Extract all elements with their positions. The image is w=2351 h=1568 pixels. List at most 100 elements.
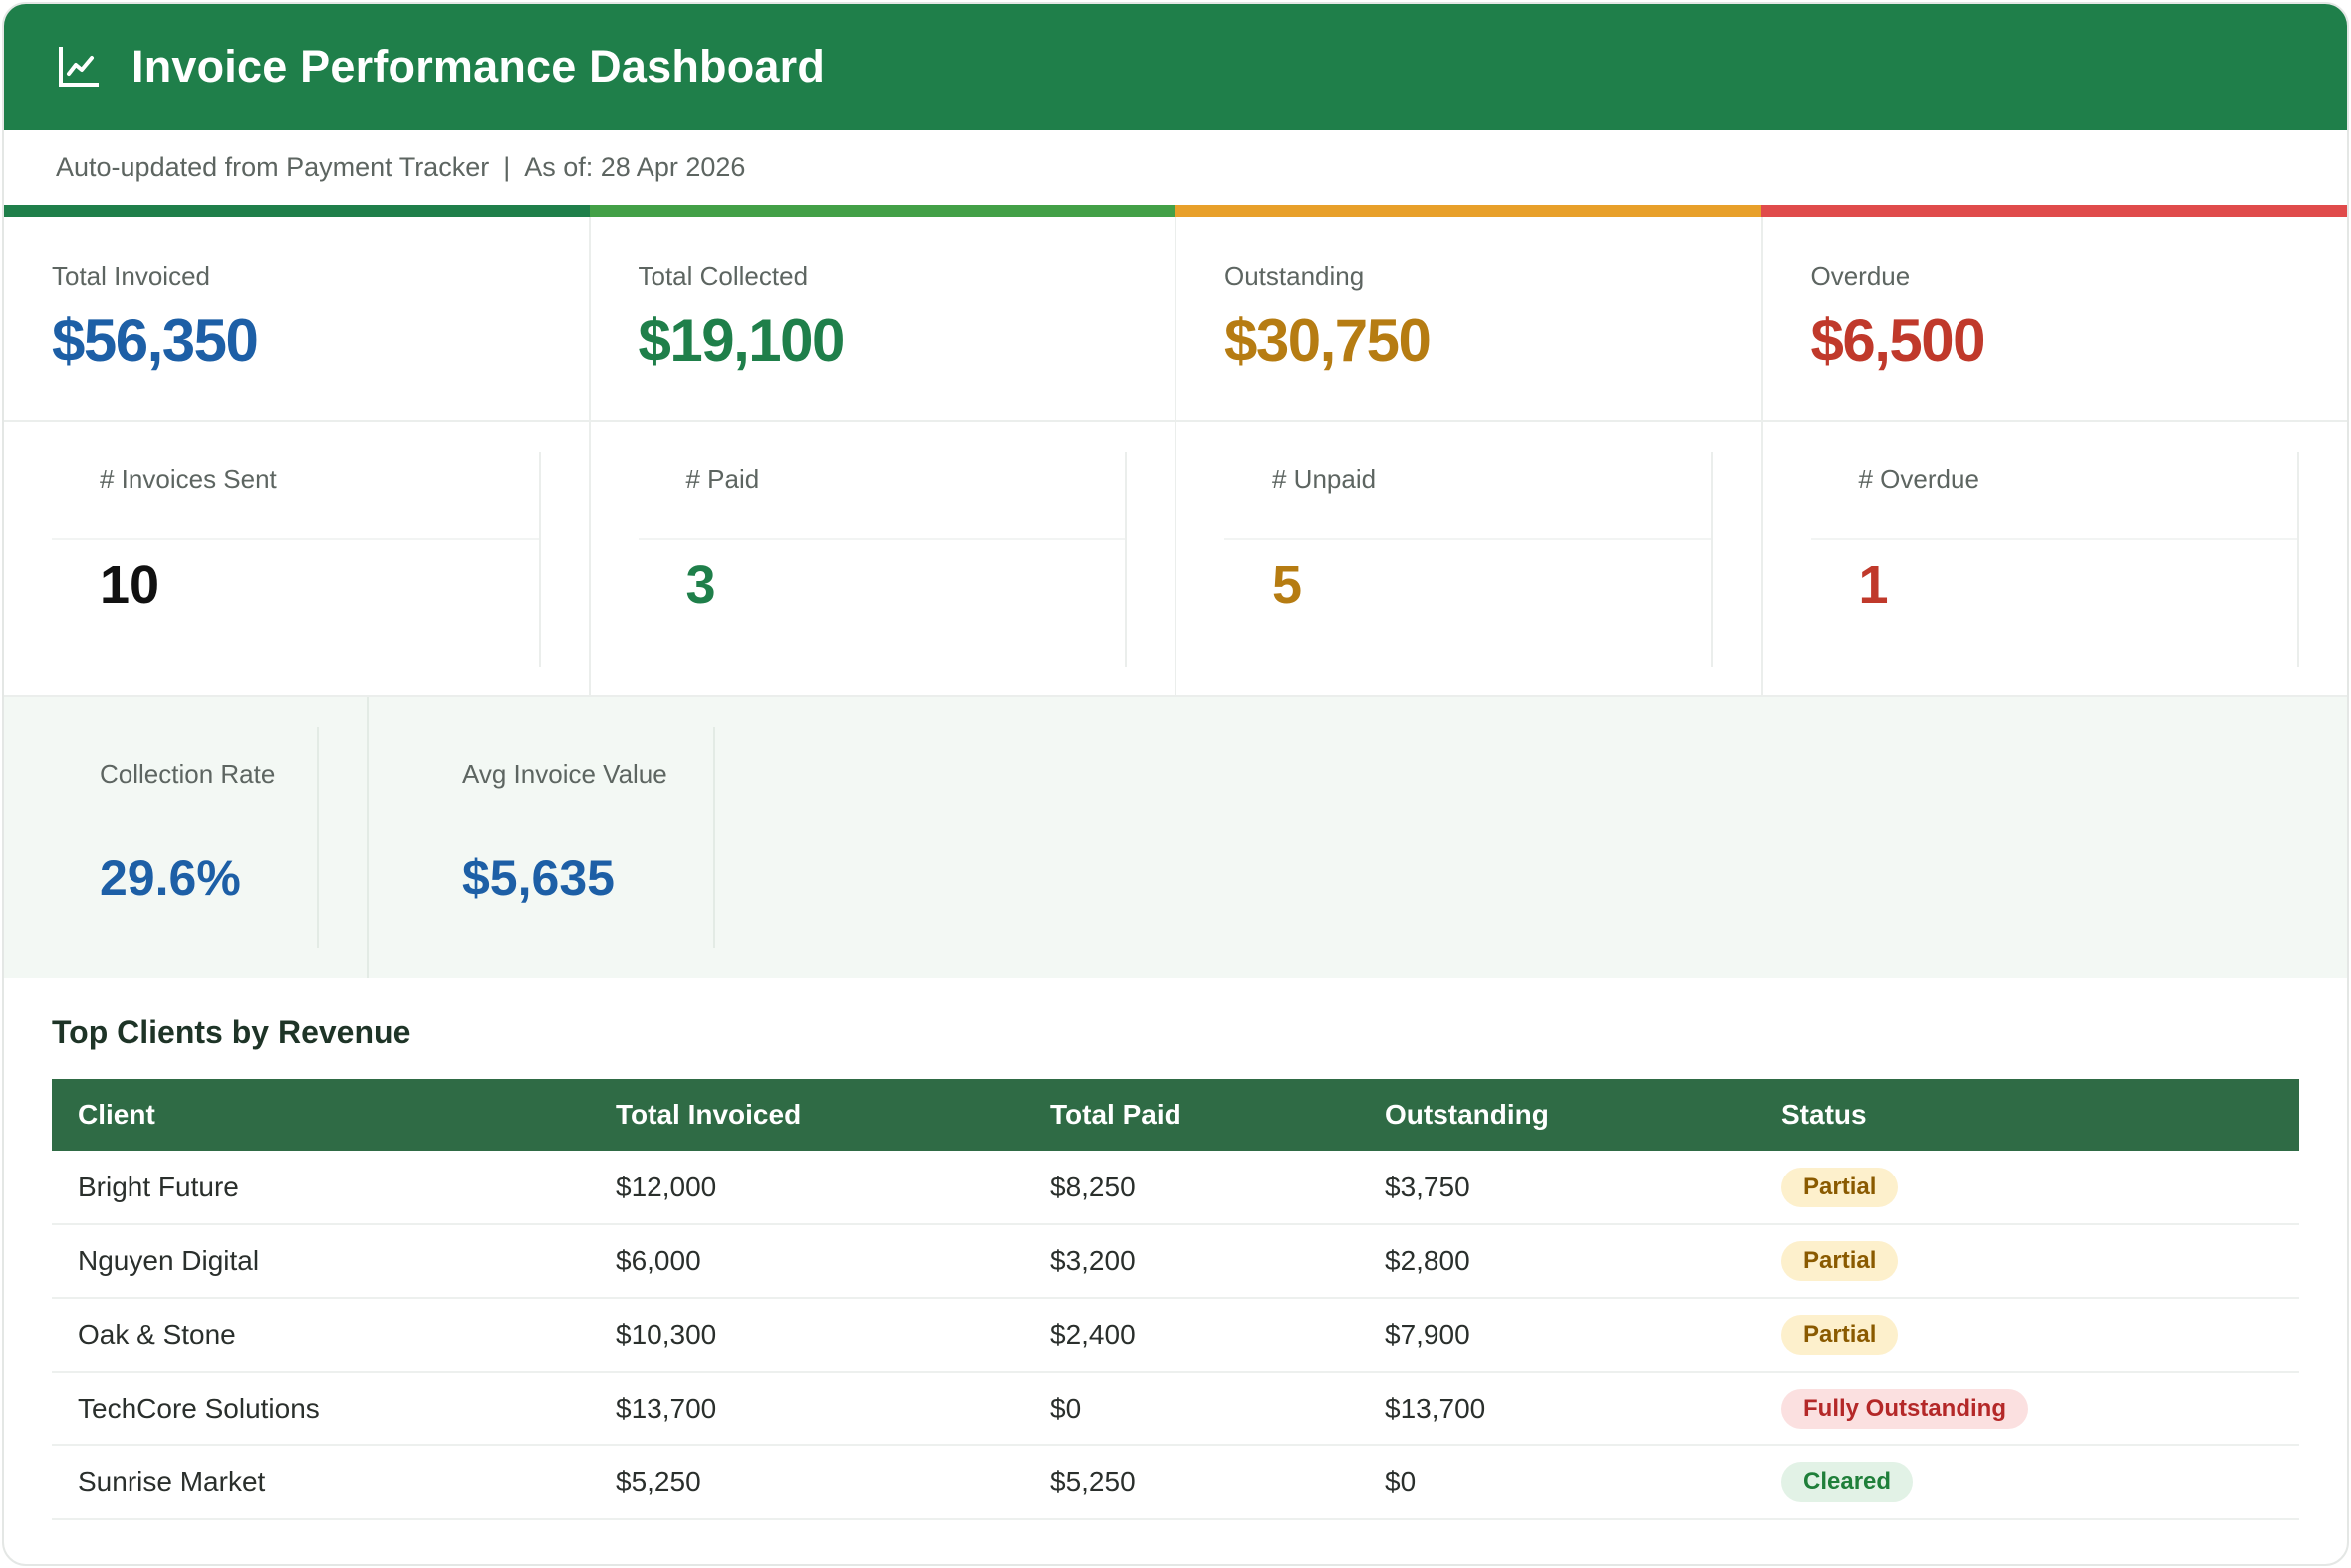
table-row: Bright Future $12,000 $8,250 $3,750 Part… (52, 1151, 2299, 1225)
count-label: # Invoices Sent (100, 464, 277, 494)
cell-paid: $0 (1024, 1372, 1359, 1446)
strip-segment-overdue (1761, 205, 2347, 217)
kpi-label: Overdue (1810, 261, 1911, 291)
count-overdue: # Overdue 1 (1763, 422, 2348, 695)
kpi-outstanding: Outstanding $30,750 (1176, 217, 1763, 420)
cell-client: Sunrise Market (52, 1445, 590, 1520)
table-row: Nguyen Digital $6,000 $3,200 $2,800 Part… (52, 1224, 2299, 1299)
status-badge: Partial (1781, 1241, 1899, 1281)
count-unpaid: # Unpaid 5 (1176, 422, 1763, 695)
as-of-date: As of: 28 Apr 2026 (524, 151, 746, 182)
kpi-value: $19,100 (638, 307, 846, 374)
status-badge: Cleared (1781, 1462, 1914, 1502)
kpi-total-collected: Total Collected $19,100 (591, 217, 1176, 420)
update-info: Auto-updated from Payment Tracker | As o… (4, 130, 2347, 205)
cell-paid: $2,400 (1024, 1298, 1359, 1373)
strip-segment-invoiced (4, 205, 590, 217)
cell-status: Partial (1755, 1224, 2299, 1299)
column-header-status: Status (1781, 1099, 1867, 1130)
count-row: # Invoices Sent 10 # Paid 3 # Unpaid 5 #… (4, 422, 2347, 697)
count-value: 1 (1858, 555, 1889, 615)
kpi-value: $30,750 (1224, 307, 1432, 374)
status-badge: Partial (1781, 1315, 1899, 1355)
metric-avg-invoice-value: Avg Invoice Value $5,635 (369, 697, 715, 978)
table-row: Oak & Stone $10,300 $2,400 $7,900 Partia… (52, 1298, 2299, 1373)
top-clients-section: Top Clients by Revenue Client Total Invo… (4, 978, 2347, 1520)
section-title: Top Clients by Revenue (52, 1014, 411, 1050)
count-box (1810, 452, 2299, 667)
separator: | (503, 151, 511, 182)
cell-status: Partial (1755, 1151, 2299, 1225)
kpi-value: $56,350 (52, 307, 259, 374)
header-bar: Invoice Performance Dashboard (4, 4, 2347, 130)
cell-outstanding: $7,900 (1359, 1298, 1755, 1373)
count-invoices-sent: # Invoices Sent 10 (4, 422, 591, 695)
metric-label: Avg Invoice Value (462, 759, 667, 789)
source-text: Auto-updated from Payment Tracker (56, 151, 490, 182)
count-paid: # Paid 3 (591, 422, 1176, 695)
cell-invoiced: $13,700 (590, 1372, 1024, 1446)
cell-paid: $5,250 (1024, 1445, 1359, 1520)
cell-outstanding: $2,800 (1359, 1224, 1755, 1299)
cell-outstanding: $3,750 (1359, 1151, 1755, 1225)
count-value: 5 (1272, 555, 1303, 615)
metric-box (52, 727, 319, 948)
clients-table: Client Total Invoiced Total Paid Outstan… (52, 1079, 2299, 1520)
kpi-row: Total Invoiced $56,350 Total Collected $… (4, 217, 2347, 422)
count-box (1224, 452, 1713, 667)
cell-paid: $3,200 (1024, 1224, 1359, 1299)
divider (1810, 538, 2297, 540)
kpi-overdue: Overdue $6,500 (1763, 217, 2348, 420)
cell-status: Fully Outstanding (1755, 1372, 2299, 1446)
metric-value: $5,635 (462, 850, 615, 906)
status-badge: Partial (1781, 1167, 1899, 1207)
strip-segment-outstanding (1176, 205, 1761, 217)
metrics-row: Collection Rate 29.6% Avg Invoice Value … (4, 697, 2347, 978)
count-box (638, 452, 1127, 667)
count-label: # Paid (685, 464, 760, 494)
cell-invoiced: $10,300 (590, 1298, 1024, 1373)
kpi-value: $6,500 (1810, 307, 1986, 374)
column-header-outstanding: Outstanding (1385, 1099, 1549, 1130)
color-strip (4, 205, 2347, 217)
cell-status: Cleared (1755, 1445, 2299, 1520)
count-label: # Overdue (1858, 464, 1979, 494)
table-row: Sunrise Market $5,250 $5,250 $0 Cleared (52, 1445, 2299, 1520)
column-header-total-invoiced: Total Invoiced (616, 1099, 802, 1130)
divider (52, 538, 539, 540)
count-label: # Unpaid (1272, 464, 1377, 494)
table-row: TechCore Solutions $13,700 $0 $13,700 Fu… (52, 1372, 2299, 1446)
divider (638, 538, 1125, 540)
metric-collection-rate: Collection Rate 29.6% (4, 697, 369, 978)
cell-client: Oak & Stone (52, 1298, 590, 1373)
cell-client: Nguyen Digital (52, 1224, 590, 1299)
cell-paid: $8,250 (1024, 1151, 1359, 1225)
cell-outstanding: $0 (1359, 1445, 1755, 1520)
kpi-label: Total Collected (638, 261, 809, 291)
status-badge: Fully Outstanding (1781, 1389, 2028, 1429)
metric-value: 29.6% (100, 850, 241, 906)
metric-box (416, 727, 715, 948)
column-header-total-paid: Total Paid (1050, 1099, 1181, 1130)
divider (1224, 538, 1711, 540)
count-value: 10 (100, 555, 160, 615)
table-header-row: Client Total Invoiced Total Paid Outstan… (52, 1079, 2299, 1151)
kpi-label: Outstanding (1224, 261, 1365, 291)
page-title: Invoice Performance Dashboard (131, 41, 826, 92)
cell-outstanding: $13,700 (1359, 1372, 1755, 1446)
cell-invoiced: $6,000 (590, 1224, 1024, 1299)
cell-invoiced: $12,000 (590, 1151, 1024, 1225)
line-chart-icon (59, 47, 99, 87)
count-value: 3 (685, 555, 716, 615)
cell-client: TechCore Solutions (52, 1372, 590, 1446)
count-box (52, 452, 541, 667)
kpi-label: Total Invoiced (52, 261, 210, 291)
cell-invoiced: $5,250 (590, 1445, 1024, 1520)
cell-client: Bright Future (52, 1151, 590, 1225)
metric-label: Collection Rate (100, 759, 276, 789)
column-header-client: Client (78, 1099, 155, 1130)
strip-segment-collected (590, 205, 1176, 217)
cell-status: Partial (1755, 1298, 2299, 1373)
kpi-total-invoiced: Total Invoiced $56,350 (4, 217, 591, 420)
